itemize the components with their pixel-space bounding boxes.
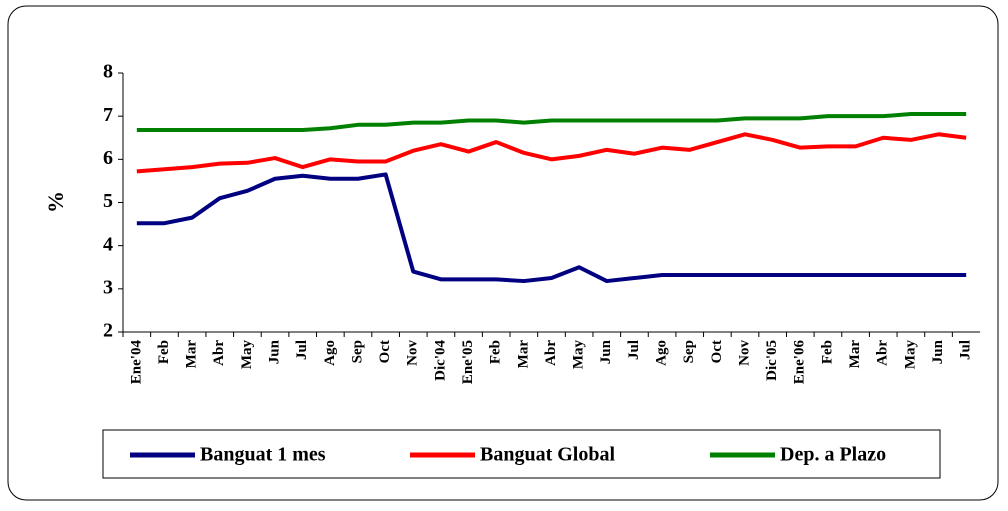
y-tick-label: 3	[103, 276, 113, 298]
x-tick-label: Dic'05	[764, 340, 780, 381]
x-tick-label: Nov	[405, 340, 421, 366]
y-tick-label: 7	[103, 104, 113, 126]
x-tick-label: Ago	[654, 340, 670, 366]
x-tick-label: Oct	[377, 340, 393, 363]
x-tick-label: Ene'04	[128, 340, 144, 385]
x-tick-label: Nov	[736, 340, 752, 366]
legend	[102, 429, 941, 479]
x-tick-label: May	[902, 340, 918, 370]
x-tick-label: Jul	[958, 340, 974, 360]
series-line	[136, 132, 967, 174]
y-tick-label: 8	[103, 61, 113, 83]
x-tick-label: Ene'05	[460, 340, 476, 384]
chart-frame	[7, 5, 999, 501]
x-tick-label: Sep	[349, 340, 365, 363]
x-tick-label: Jun	[598, 339, 614, 364]
x-tick-label: Abr	[211, 340, 227, 366]
x-tick-label: Abr	[543, 340, 559, 366]
x-tick-label: Jul	[294, 340, 310, 360]
y-tick-label: 2	[103, 320, 113, 342]
y-axis-label: %	[43, 191, 68, 213]
x-tick-label: May	[571, 340, 587, 370]
y-tick-label: 6	[103, 147, 113, 169]
legend-label: Banguat 1 mes	[200, 444, 326, 466]
series-line	[136, 112, 967, 132]
x-tick-label: Ene'06	[792, 340, 808, 385]
series-line	[136, 172, 967, 284]
y-tick-label: 4	[103, 233, 113, 255]
x-tick-label: Dic'04	[432, 340, 448, 381]
x-tick-label: Feb	[156, 340, 172, 364]
x-tick-label: Mar	[847, 340, 863, 369]
x-tick-label: Mar	[515, 340, 531, 369]
x-tick-label: Ago	[322, 340, 338, 366]
x-tick-label: Feb	[488, 340, 504, 364]
x-tick-label: Abr	[875, 340, 891, 366]
y-tick-label: 5	[103, 190, 113, 212]
x-tick-label: May	[239, 340, 255, 370]
legend-label: Banguat Global	[480, 444, 615, 466]
x-tick-label: Jun	[266, 339, 282, 364]
x-tick-label: Jul	[626, 340, 642, 360]
x-tick-label: Mar	[184, 340, 200, 369]
x-tick-label: Feb	[819, 340, 835, 364]
x-tick-label: Sep	[681, 340, 697, 363]
legend-label: Dep. a Plazo	[780, 444, 886, 466]
x-tick-label: Oct	[709, 340, 725, 363]
x-tick-label: Jun	[930, 339, 946, 364]
